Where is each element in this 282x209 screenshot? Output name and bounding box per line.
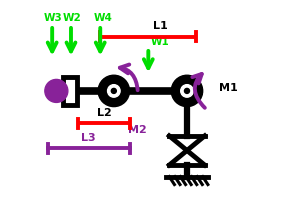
Circle shape	[181, 85, 193, 97]
Text: L3: L3	[81, 133, 96, 143]
Circle shape	[45, 79, 68, 102]
Text: W3: W3	[44, 13, 63, 23]
Circle shape	[98, 75, 129, 107]
Text: W4: W4	[94, 13, 113, 23]
FancyBboxPatch shape	[63, 77, 77, 105]
Circle shape	[184, 88, 190, 93]
Text: L2: L2	[96, 108, 111, 118]
Text: M2: M2	[129, 125, 147, 135]
Text: L1: L1	[153, 21, 168, 31]
Circle shape	[111, 88, 116, 93]
Circle shape	[171, 75, 203, 107]
Text: W1: W1	[150, 37, 169, 47]
Circle shape	[107, 85, 120, 97]
Text: M1: M1	[219, 83, 238, 93]
Text: W2: W2	[63, 13, 81, 23]
